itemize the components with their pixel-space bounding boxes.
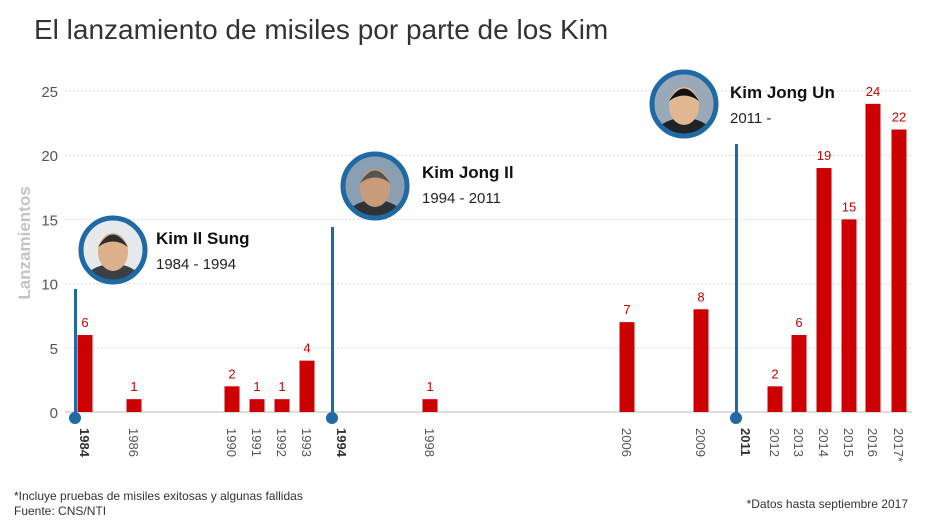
data-label: 24: [866, 84, 880, 99]
leader-start-dot: [69, 412, 81, 424]
x-tick-label: 2006: [619, 428, 634, 457]
footnote-line-1: *Incluye pruebas de misiles exitosas y a…: [14, 489, 303, 503]
data-label: 8: [697, 289, 704, 304]
x-tick-label: 1998: [422, 428, 437, 457]
footnote-source: Fuente: CNS/NTI: [14, 504, 107, 518]
data-label: 1: [426, 379, 433, 394]
kim-il-sung-portrait-icon: [78, 215, 148, 285]
data-label: 15: [842, 199, 856, 214]
y-tick-label: 0: [50, 405, 58, 422]
y-tick-label: 5: [50, 341, 58, 358]
x-tick-label: 2015: [841, 428, 856, 457]
y-tick-label: 25: [41, 84, 58, 101]
leader-name: Kim Il Sung: [156, 229, 250, 248]
y-tick-label: 15: [41, 212, 58, 229]
data-label: 22: [892, 110, 906, 125]
x-tick-label: 1990: [224, 428, 239, 457]
bar-2014: [816, 168, 832, 412]
x-tick-label: 1986: [126, 428, 141, 457]
x-tick-label: 1992: [274, 428, 289, 457]
bar-1990: [224, 386, 240, 412]
bar-2016: [865, 103, 881, 412]
footnote: *Incluye pruebas de misiles exitosas y a…: [14, 489, 303, 519]
leader-period: 1994 - 2011: [422, 190, 501, 207]
bar-2013: [791, 334, 807, 412]
data-label: 2: [771, 366, 778, 381]
chart-title: El lanzamiento de misiles por parte de l…: [34, 14, 609, 45]
bar-1998: [422, 399, 438, 412]
x-tick-label: 2017*: [891, 428, 906, 462]
x-tick-label: 1984: [77, 428, 92, 458]
data-label: 1: [130, 379, 137, 394]
x-tick-label: 2016: [865, 428, 880, 457]
bar-2017: [891, 129, 907, 412]
data-label: 1: [253, 379, 260, 394]
data-date-note: *Datos hasta septiembre 2017: [746, 497, 908, 511]
x-tick-label: 1993: [299, 428, 314, 457]
data-label: 7: [623, 302, 630, 317]
x-tick-label: 2009: [693, 428, 708, 457]
bar-1991: [249, 399, 265, 412]
bar-1984: [77, 334, 93, 412]
y-tick-label: 20: [41, 148, 58, 165]
kim-jong-il-portrait-icon: [340, 151, 410, 221]
bar-1986: [126, 399, 142, 412]
kim-jong-un-portrait-icon: [649, 69, 719, 139]
bar-2006: [619, 322, 635, 412]
y-axis-label: Lanzamientos: [15, 186, 34, 299]
x-tick-label: 2011: [738, 428, 753, 456]
leader-name: Kim Jong Il: [422, 163, 514, 182]
data-label: 6: [795, 315, 802, 330]
x-tick-label: 1991: [249, 428, 264, 457]
data-label: 1: [278, 379, 285, 394]
bar-1993: [299, 360, 315, 412]
x-tick-label: 1994: [334, 428, 349, 458]
leader-period: 2011 -: [730, 110, 771, 127]
leader-start-dot: [326, 412, 338, 424]
data-label: 19: [817, 148, 831, 163]
bar-1992: [274, 399, 290, 412]
bar-2012: [767, 386, 783, 412]
leader-period: 1984 - 1994: [156, 256, 236, 273]
bar-2015: [841, 219, 857, 412]
data-label: 4: [303, 341, 310, 356]
leader-name: Kim Jong Un: [730, 83, 835, 102]
leader-start-dot: [730, 412, 742, 424]
data-label: 6: [81, 315, 88, 330]
y-tick-label: 10: [41, 277, 58, 294]
data-label: 2: [228, 366, 235, 381]
x-tick-label: 2013: [791, 428, 806, 457]
bar-2009: [693, 309, 709, 412]
x-tick-label: 2014: [816, 428, 831, 457]
x-tick-label: 2012: [767, 428, 782, 457]
